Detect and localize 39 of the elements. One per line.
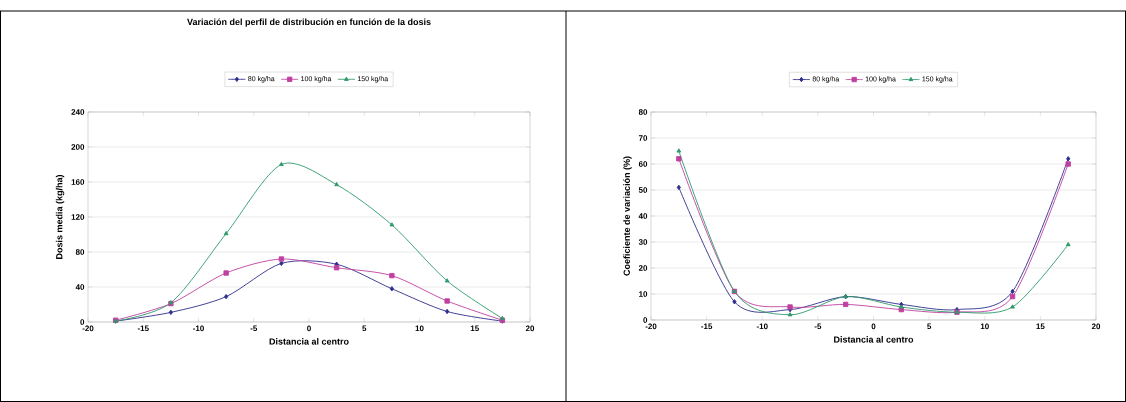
x-tick-label: -15 (701, 323, 713, 330)
x-tick-label: 20 (525, 325, 535, 332)
y-tick-label: 10 (639, 291, 648, 297)
y-tick-label: 80 (75, 249, 85, 255)
x-tick-label: -5 (250, 325, 258, 332)
y-tick-label: 40 (638, 213, 648, 219)
y-tick-label: 50 (638, 187, 648, 193)
x-axis-title: Distancia al centro (269, 338, 349, 345)
x-tick-label: -10 (193, 325, 204, 332)
y-tick-label: 60 (638, 161, 648, 167)
x-tick-label: 0 (307, 325, 311, 332)
y-tick-label: 40 (75, 284, 85, 290)
x-tick-label: 10 (980, 323, 989, 330)
y-tick-label: 20 (638, 265, 648, 271)
chart-title: Variación del perfil de distribución en función de la dosis (187, 18, 431, 27)
x-tick-label: -20 (82, 325, 94, 332)
x-tick-label: -15 (137, 325, 149, 332)
y-axis-title: Coeficiente de variación (%) (623, 156, 632, 276)
y-tick-label: 120 (71, 214, 85, 220)
y-tick-label: 30 (638, 239, 648, 245)
y-axis-title: Dosis media (kg/ha) (55, 174, 65, 259)
y-tick-label: 80 (638, 109, 648, 115)
x-tick-label: -10 (756, 323, 768, 330)
x-tick-label: 0 (871, 323, 876, 330)
x-tick-label: -20 (645, 323, 657, 330)
x-tick-label: 5 (927, 323, 932, 330)
x-tick-label: 15 (1036, 323, 1045, 330)
y-tick-label: 240 (71, 109, 85, 115)
x-tick-label: 10 (415, 325, 424, 332)
y-tick-label: 0 (643, 317, 648, 323)
y-tick-label: 0 (80, 319, 85, 325)
y-tick-label: 160 (71, 179, 85, 185)
y-tick-label: 70 (638, 135, 648, 141)
x-tick-label: -5 (814, 323, 822, 330)
x-tick-label: 20 (1091, 323, 1101, 330)
x-tick-label: 15 (470, 325, 479, 332)
y-tick-label: 200 (71, 144, 85, 150)
x-axis-title: Distancia al centro (834, 336, 914, 343)
x-tick-label: 5 (362, 325, 367, 332)
